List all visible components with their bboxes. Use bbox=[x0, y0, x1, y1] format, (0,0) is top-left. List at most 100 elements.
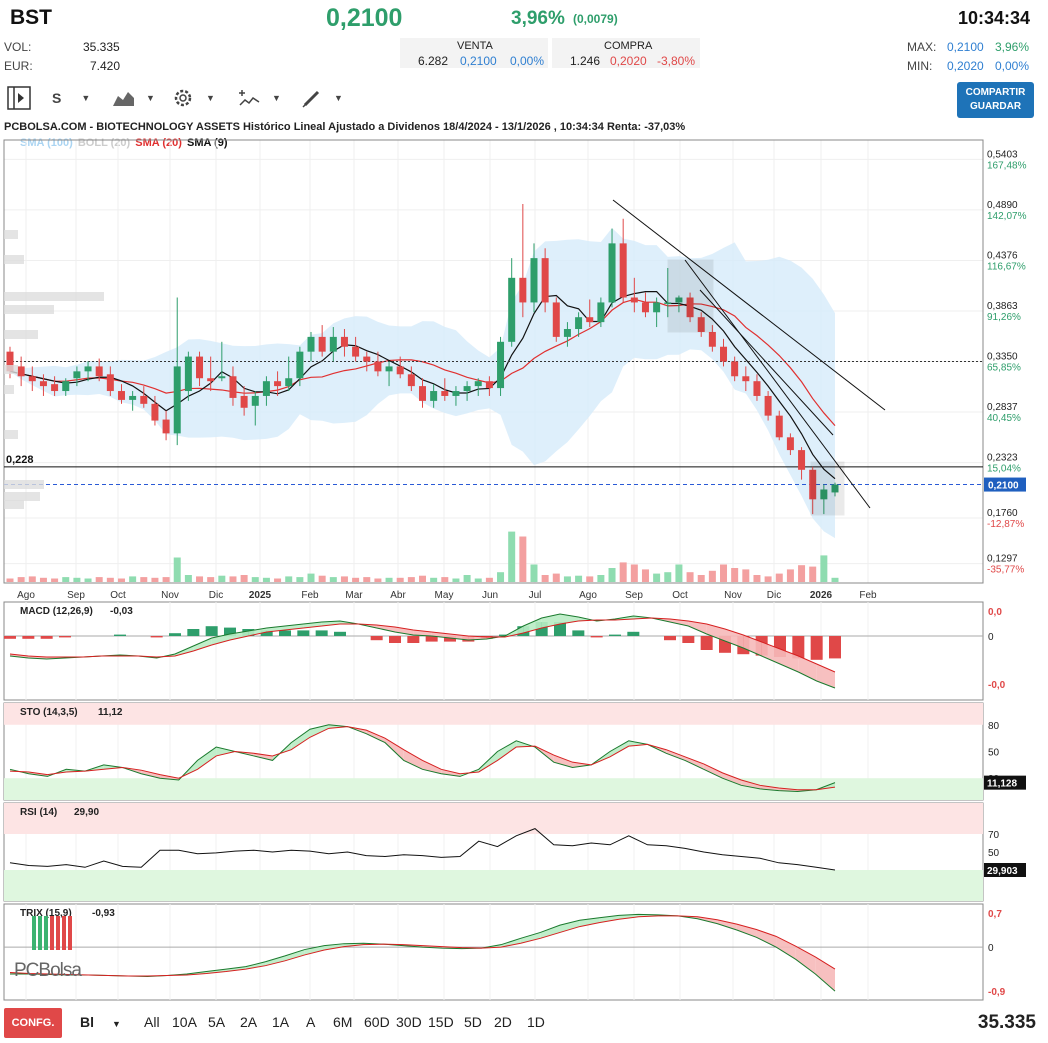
panel-y-tick: 0 bbox=[988, 943, 994, 954]
macd-histogram-bar bbox=[279, 630, 291, 636]
volume-bar bbox=[229, 576, 237, 582]
oversold-band bbox=[4, 870, 983, 901]
volume-bar bbox=[786, 569, 794, 582]
candle-body bbox=[664, 302, 672, 304]
volume-bar bbox=[62, 577, 70, 582]
x-tick-label: Nov bbox=[724, 590, 742, 601]
fill-between bbox=[741, 779, 760, 789]
fill-between bbox=[248, 628, 267, 636]
panel-toggle-icon[interactable] bbox=[6, 84, 32, 112]
drawing-icon[interactable]: ▼ bbox=[302, 84, 343, 112]
volume-bar bbox=[753, 575, 761, 582]
range-all[interactable]: All bbox=[144, 1014, 160, 1030]
volume-bar bbox=[653, 573, 661, 582]
candle-body bbox=[340, 336, 348, 347]
volume-bar bbox=[28, 576, 36, 582]
candle-body bbox=[563, 329, 571, 337]
config-button[interactable]: CONFG. bbox=[4, 1008, 62, 1038]
candle-body bbox=[419, 386, 426, 401]
fill-between bbox=[756, 929, 777, 948]
macd-histogram-bar bbox=[150, 636, 163, 638]
indicator-value-tag-text: 29,903 bbox=[987, 866, 1018, 877]
indicator-panel: STO (14,3,5)11,1280502011,128 bbox=[3, 702, 1026, 801]
candle-body bbox=[106, 374, 114, 392]
y-tick-label: 0,4376 bbox=[987, 250, 1018, 261]
candle-body bbox=[173, 366, 181, 434]
volume-bar bbox=[84, 578, 92, 582]
x-tick-label: Ago bbox=[17, 590, 35, 601]
macd-histogram-bar bbox=[334, 631, 346, 636]
fill-between bbox=[722, 772, 742, 786]
volume-total: 35.335 bbox=[977, 1012, 1036, 1033]
volume-bar bbox=[541, 575, 549, 582]
candle-body bbox=[6, 351, 14, 372]
candle-body bbox=[497, 341, 505, 389]
macd-histogram-bar bbox=[700, 636, 713, 650]
panel-y-tick: 0,7 bbox=[988, 909, 1002, 920]
candle-body bbox=[296, 351, 304, 379]
volume-profile-bar bbox=[4, 500, 24, 509]
range-2d[interactable]: 2D bbox=[494, 1014, 512, 1030]
volume-bar bbox=[697, 575, 705, 582]
macd-histogram-bar bbox=[792, 636, 805, 659]
chart-canvas[interactable]: Ago Sep Oct Nov Dic 2025 Feb Mar Abr May Jun Jul Ago… bbox=[0, 120, 1048, 1004]
last-price: 0,2100 bbox=[326, 4, 403, 32]
min-label: MIN: bbox=[907, 59, 933, 73]
range-60d[interactable]: 60D bbox=[364, 1014, 390, 1030]
share-save-button[interactable]: COMPARTIR GUARDAR bbox=[957, 82, 1034, 118]
volume-bar bbox=[530, 564, 538, 582]
range-5d[interactable]: 5D bbox=[464, 1014, 482, 1030]
range-6m[interactable]: 6M bbox=[333, 1014, 353, 1030]
candle-body bbox=[84, 366, 92, 372]
fill-between bbox=[610, 740, 629, 757]
macd-histogram-bar bbox=[297, 630, 310, 636]
range-1a[interactable]: 1A bbox=[272, 1014, 290, 1030]
volume-bar bbox=[307, 573, 315, 582]
max-pct: 3,96% bbox=[995, 40, 1030, 54]
candle-body bbox=[407, 374, 415, 387]
candle-body bbox=[196, 356, 204, 379]
candle-body bbox=[285, 378, 293, 387]
volume-bar bbox=[720, 564, 728, 582]
range-1d[interactable]: 1D bbox=[527, 1014, 545, 1030]
y-tick-label: 0,3863 bbox=[987, 301, 1018, 312]
macd-histogram-bar bbox=[810, 636, 823, 660]
period-selector[interactable]: S ▼ bbox=[52, 84, 90, 112]
y-tick-label: 0,4890 bbox=[987, 200, 1018, 211]
candle-body bbox=[697, 317, 705, 332]
range-a[interactable]: A bbox=[306, 1014, 316, 1030]
current-price-tag bbox=[984, 477, 1026, 492]
indicators-icon[interactable]: ▼ bbox=[238, 84, 281, 112]
y-pct-label: 116,67% bbox=[987, 261, 1026, 272]
watermark-text: PCBolsa bbox=[14, 960, 82, 981]
indicator-value: 11,12 bbox=[98, 707, 123, 718]
x-tick-label: Dic bbox=[767, 590, 781, 601]
volume-bar bbox=[329, 577, 337, 582]
candle-body bbox=[820, 489, 828, 500]
y-pct-label: -35,77% bbox=[987, 565, 1024, 576]
range-5a[interactable]: 5A bbox=[208, 1014, 226, 1030]
volume-bar bbox=[675, 564, 683, 582]
chevron-down-icon: ▼ bbox=[81, 93, 91, 103]
chart-type-icon[interactable]: ▼ bbox=[112, 84, 155, 112]
x-tick-label: Sep bbox=[625, 590, 643, 601]
settings-icon[interactable]: ▼ bbox=[172, 84, 215, 112]
volume-bar bbox=[798, 565, 806, 582]
range-30d[interactable]: 30D bbox=[396, 1014, 422, 1030]
macd-histogram-bar bbox=[22, 636, 35, 639]
volume-bar bbox=[597, 575, 605, 582]
venta-box: VENTA 6.282 0,2100 0,00% bbox=[400, 38, 548, 68]
panel-y-tick: 0 bbox=[988, 632, 994, 643]
volume-bar bbox=[396, 577, 404, 582]
range-10a[interactable]: 10A bbox=[172, 1014, 197, 1030]
range-2a[interactable]: 2A bbox=[240, 1014, 258, 1030]
candle-body bbox=[586, 317, 594, 323]
range-15d[interactable]: 15D bbox=[428, 1014, 454, 1030]
fill-between bbox=[523, 618, 542, 633]
mode-selector[interactable]: Bl ▼ bbox=[80, 1014, 121, 1030]
volume-bar bbox=[363, 577, 371, 582]
candle-body bbox=[686, 297, 694, 318]
selection-box bbox=[667, 259, 714, 333]
y-pct-label: 65,85% bbox=[987, 363, 1021, 374]
candle-body bbox=[374, 361, 382, 372]
